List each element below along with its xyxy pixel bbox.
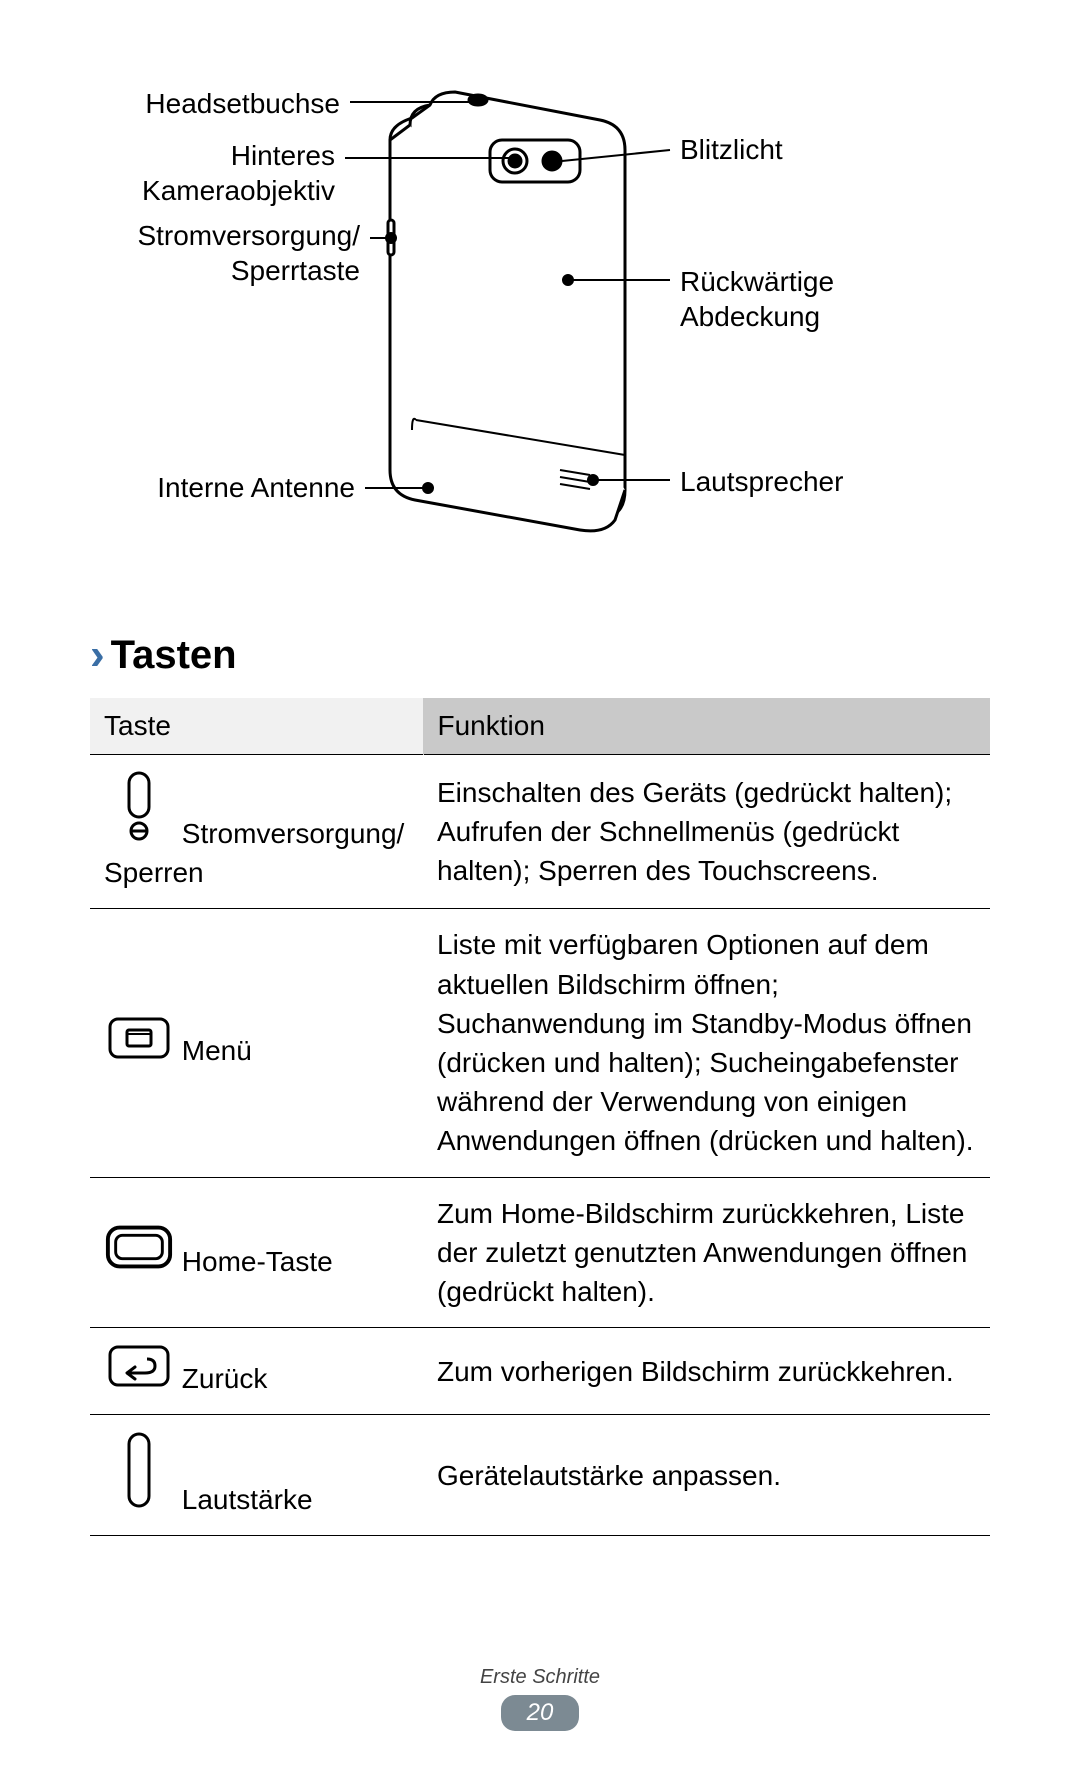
- table-row: Zurück Zum vorherigen Bildschirm zurückk…: [90, 1328, 990, 1415]
- keys-table: Taste Funktion Stromve: [90, 698, 990, 1536]
- key-func: Einschalten des Geräts (gedrückt halten)…: [423, 755, 990, 909]
- key-label: Menü: [182, 1035, 252, 1066]
- col-header-func: Funktion: [423, 698, 990, 755]
- section-title: Tasten: [111, 633, 237, 678]
- label-speaker: Lautsprecher: [680, 464, 843, 499]
- footer-chapter: Erste Schritte: [0, 1666, 1080, 1689]
- key-func: Zum Home-Bildschirm zurückkehren, Liste …: [423, 1177, 990, 1328]
- col-header-key: Taste: [90, 698, 423, 755]
- power-key-icon: [104, 771, 174, 843]
- back-key-icon: [104, 1344, 174, 1388]
- page-footer: Erste Schritte 20: [0, 1666, 1080, 1731]
- label-back-cover: Rückwärtige Abdeckung: [680, 264, 834, 334]
- chevron-icon: ›: [90, 630, 105, 680]
- label-headset: Headsetbuchse: [90, 86, 340, 121]
- page-number-badge: 20: [501, 1695, 580, 1731]
- key-label: Zurück: [182, 1363, 268, 1394]
- key-label: Lautstärke: [182, 1484, 313, 1515]
- key-func: Gerätelautstärke anpassen.: [423, 1415, 990, 1536]
- menu-key-icon: [104, 1016, 174, 1060]
- label-flash: Blitzlicht: [680, 132, 783, 167]
- home-key-icon: [104, 1223, 174, 1271]
- section-heading: › Tasten: [90, 630, 990, 680]
- table-row: Lautstärke Gerätelautstärke anpassen.: [90, 1415, 990, 1536]
- key-func: Zum vorherigen Bildschirm zurückkehren.: [423, 1328, 990, 1415]
- key-label: Home-Taste: [182, 1246, 333, 1277]
- label-antenna: Interne Antenne: [90, 470, 355, 505]
- table-row: Home-Taste Zum Home-Bildschirm zurückkeh…: [90, 1177, 990, 1328]
- label-power: Stromversorgung/ Sperrtaste: [90, 218, 360, 288]
- table-row: Menü Liste mit verfügbaren Optionen auf …: [90, 909, 990, 1177]
- device-diagram: Headsetbuchse Hinteres Kameraobjektiv St…: [90, 70, 990, 590]
- label-rear-camera: Hinteres Kameraobjektiv: [90, 138, 335, 208]
- volume-key-icon: [104, 1431, 174, 1509]
- key-func: Liste mit verfügbaren Optionen auf dem a…: [423, 909, 990, 1177]
- table-row: Stromversorgung/ Sperren Einschalten des…: [90, 755, 990, 909]
